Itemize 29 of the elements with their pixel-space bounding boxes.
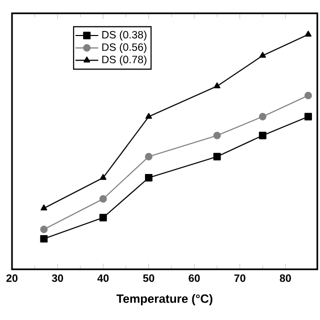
x-tick-label: 20	[6, 274, 18, 282]
x-tick-label: 30	[52, 274, 64, 282]
point	[258, 132, 266, 140]
point	[40, 226, 48, 234]
point	[144, 152, 152, 160]
point	[258, 112, 266, 120]
point	[304, 30, 312, 37]
legend-label: DS (0.56)	[102, 43, 146, 53]
point	[40, 235, 48, 243]
point	[40, 204, 48, 210]
point	[100, 174, 106, 180]
point	[99, 214, 107, 222]
x-tick-label: 40	[97, 274, 109, 282]
point	[213, 132, 221, 140]
x-tick-label: 60	[188, 274, 200, 282]
x-tick-label: 80	[280, 274, 291, 282]
point	[213, 152, 221, 160]
x-tick-label: 50	[143, 274, 154, 282]
point	[304, 112, 312, 120]
x-tick-label: 70	[234, 274, 246, 282]
x-axis-title: Temperature (°C)	[116, 294, 212, 306]
point	[145, 112, 152, 119]
legend-label: DS (0.38)	[102, 30, 146, 41]
legend-label: DS (0.78)	[102, 55, 146, 66]
point	[99, 195, 107, 203]
point	[259, 52, 266, 58]
point	[214, 82, 220, 88]
point	[144, 174, 152, 182]
point	[304, 92, 312, 100]
